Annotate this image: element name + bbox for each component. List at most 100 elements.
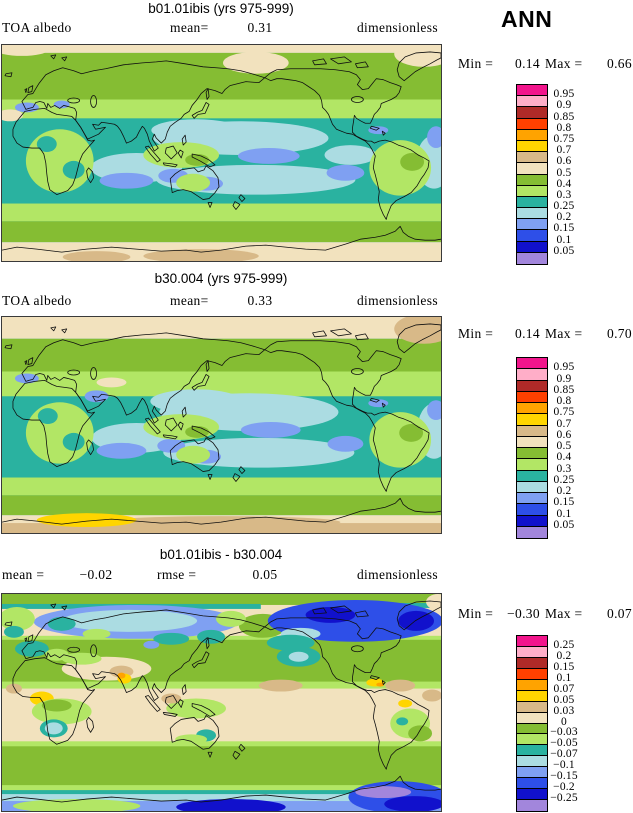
colorbar-swatch xyxy=(517,369,547,381)
panel3-units: dimensionless xyxy=(356,567,438,582)
colorbar-level-label: 0.15 xyxy=(553,660,575,673)
panel2-variable-label: TOA albedo xyxy=(2,293,72,308)
colorbar-level-label: 0.8 xyxy=(556,121,572,134)
colorbar-swatch xyxy=(517,526,547,538)
colorbar-level-label: −0.25 xyxy=(550,792,578,805)
panel3-max-value: 0.07 xyxy=(606,606,632,621)
colorbar-level-label: 0.95 xyxy=(553,88,575,101)
colorbar-swatch xyxy=(517,163,547,175)
colorbar-swatch xyxy=(517,701,547,713)
colorbar-level-label: 0.75 xyxy=(553,406,575,419)
colorbar-level-label: −0.2 xyxy=(553,781,575,794)
colorbar-level-label: 0.3 xyxy=(556,462,572,475)
panel1-title: b01.01ibis (yrs 975-999) xyxy=(148,1,294,16)
colorbar-panel-3 xyxy=(516,635,548,812)
colorbar-level-label: 0.9 xyxy=(556,99,572,112)
colorbar-swatch xyxy=(517,800,547,811)
panel1-mean-value: 0.31 xyxy=(247,20,273,35)
panel3-rmse-value: 0.05 xyxy=(252,567,278,582)
colorbar-swatch xyxy=(517,646,547,658)
panel3-min-value: −0.30 xyxy=(507,606,540,621)
panel1-variable-label: TOA albedo xyxy=(2,20,72,35)
panel1-units: dimensionless xyxy=(356,20,438,35)
panel2-max-value: 0.70 xyxy=(606,326,632,341)
colorbar-level-label: −0.03 xyxy=(550,726,578,739)
colorbar-level-label: 0.2 xyxy=(556,649,572,662)
panel2-mean-label: mean= xyxy=(170,293,209,308)
colorbar-swatch xyxy=(517,734,547,746)
colorbar-swatch xyxy=(517,723,547,735)
panel2-max-label: Max = xyxy=(545,326,583,341)
colorbar-panel-1 xyxy=(516,84,548,265)
colorbar-level-label: 0.9 xyxy=(556,372,572,385)
panel1-min-label: Min = xyxy=(458,56,494,71)
colorbar-swatch xyxy=(517,241,547,253)
colorbar-level-label: 0.6 xyxy=(556,155,572,168)
colorbar-swatch xyxy=(517,745,547,757)
colorbar-level-label: 0.15 xyxy=(553,222,575,235)
colorbar-level-label: 0 xyxy=(561,715,567,728)
colorbar-level-label: 0.7 xyxy=(556,144,572,157)
panel3-min-label: Min = xyxy=(458,606,494,621)
colorbar-swatch xyxy=(517,657,547,669)
panel3-mean-value: −0.02 xyxy=(79,567,113,582)
colorbar-swatch xyxy=(517,414,547,426)
panel3-max-label: Max = xyxy=(545,606,583,621)
season-label: ANN xyxy=(501,6,553,32)
colorbar-level-label: 0.6 xyxy=(556,428,572,441)
colorbar-level-label: 0.85 xyxy=(553,383,575,396)
panel1-mean-label: mean= xyxy=(170,20,209,35)
colorbar-swatch xyxy=(517,118,547,130)
colorbar-swatch xyxy=(517,712,547,724)
colorbar-swatch xyxy=(517,436,547,448)
colorbar-level-label: 0.2 xyxy=(556,211,572,224)
colorbar-level-label: 0.95 xyxy=(553,361,575,374)
colorbar-level-label: 0.07 xyxy=(553,682,575,695)
colorbar-level-label: −0.1 xyxy=(553,759,575,772)
colorbar-swatch xyxy=(517,690,547,702)
colorbar-swatch xyxy=(517,185,547,197)
panel2-mean-value: 0.33 xyxy=(247,293,273,308)
colorbar-level-label: 0.7 xyxy=(556,417,572,430)
panel1-max-value: 0.66 xyxy=(606,56,632,71)
panel3-rmse-label: rmse = xyxy=(157,567,197,582)
panel2-min-label: Min = xyxy=(458,326,494,341)
colorbar-level-label: 0.2 xyxy=(556,485,572,497)
colorbar-swatch xyxy=(517,230,547,242)
colorbar-swatch xyxy=(517,448,547,460)
colorbar-swatch xyxy=(517,196,547,209)
colorbar-swatch xyxy=(517,208,547,220)
panel3-title: b01.01ibis - b30.004 xyxy=(159,547,283,562)
colorbar-swatch xyxy=(517,85,547,97)
colorbar-level-label: 0.15 xyxy=(553,496,575,509)
colorbar-level-label: 0.5 xyxy=(556,440,572,452)
panel2-title: b30.004 (yrs 975-999) xyxy=(154,271,288,286)
panel2-min-value: 0.14 xyxy=(514,326,540,341)
colorbar-level-label: −0.05 xyxy=(550,737,578,750)
colorbar-swatch xyxy=(517,668,547,680)
colorbar-swatch xyxy=(517,219,547,231)
colorbar-level-label: 0.1 xyxy=(556,233,572,246)
colorbar-swatch xyxy=(517,96,547,108)
colorbar-swatch xyxy=(517,358,547,370)
colorbar-level-label: 0.4 xyxy=(556,177,572,190)
colorbar-level-label: 0.85 xyxy=(553,110,575,123)
colorbar-swatch xyxy=(517,403,547,415)
colorbar-level-label: 0.05 xyxy=(553,693,575,706)
colorbar-level-label: 0.4 xyxy=(556,451,572,464)
panel3-mean-label: mean = xyxy=(2,567,45,582)
colorbar-level-label: 0.03 xyxy=(553,704,575,717)
colorbar-swatch xyxy=(517,140,547,153)
panel1-max-label: Max = xyxy=(545,56,583,71)
colorbar-level-label: 0.25 xyxy=(553,200,575,213)
colorbar-swatch xyxy=(517,380,547,392)
colorbar-level-label: 0.1 xyxy=(556,671,572,684)
colorbar-swatch xyxy=(517,129,547,141)
colorbar-swatch xyxy=(517,107,547,119)
colorbar-level-label: 0.05 xyxy=(553,244,575,257)
colorbar-swatch xyxy=(517,493,547,505)
panel2-units: dimensionless xyxy=(356,293,438,308)
panel1-min-value: 0.14 xyxy=(514,56,540,71)
map-panel-2 xyxy=(1,316,442,534)
